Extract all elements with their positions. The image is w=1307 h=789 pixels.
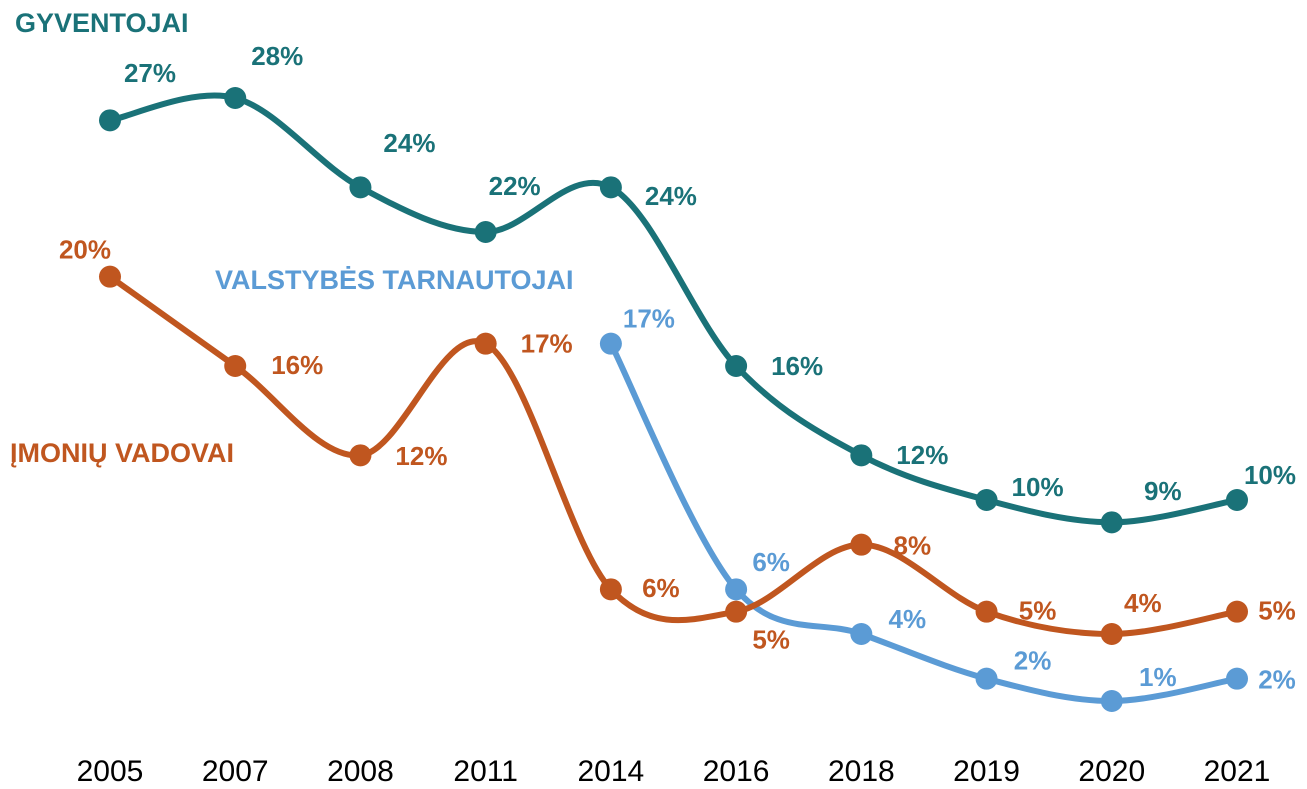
data-label: 5% <box>1019 596 1057 626</box>
data-point <box>474 332 497 355</box>
data-point <box>1226 489 1248 511</box>
data-point <box>349 176 372 199</box>
data-label: 8% <box>894 531 932 561</box>
data-label: 20% <box>59 235 111 265</box>
data-point <box>725 578 748 601</box>
series-label: VALSTYBĖS TARNAUTOJAI <box>215 265 574 295</box>
x-tick-label: 2011 <box>453 755 518 788</box>
x-tick-label: 2016 <box>703 755 770 788</box>
series-label: GYVENTOJAI <box>15 8 189 38</box>
data-point <box>599 176 622 199</box>
data-label: 17% <box>623 304 675 334</box>
data-label: 4% <box>1124 588 1162 618</box>
x-tick-label: 2020 <box>1078 755 1145 788</box>
data-point <box>1100 690 1123 712</box>
data-point <box>1100 623 1123 645</box>
data-label: 16% <box>771 351 823 381</box>
data-point <box>725 355 748 377</box>
data-point <box>474 221 497 243</box>
data-label: 24% <box>645 181 697 211</box>
data-point <box>99 109 121 132</box>
data-point <box>224 87 247 109</box>
x-tick-label: 2021 <box>1204 755 1271 788</box>
data-point <box>599 332 622 355</box>
series-label: ĮMONIŲ VADOVAI <box>10 438 234 468</box>
data-point <box>1226 600 1248 623</box>
data-point <box>975 600 998 623</box>
x-tick-label: 2014 <box>578 755 645 788</box>
data-label: 16% <box>271 350 323 380</box>
x-tick-label: 2007 <box>202 755 269 788</box>
data-label: 6% <box>752 547 790 577</box>
data-label: 5% <box>1258 596 1296 626</box>
data-point <box>599 578 622 601</box>
data-label: 17% <box>521 329 573 359</box>
data-label: 10% <box>1244 460 1296 490</box>
data-label: 4% <box>889 604 927 634</box>
data-label: 24% <box>383 128 435 158</box>
data-point <box>1226 667 1248 690</box>
data-point <box>725 600 748 623</box>
x-tick-label: 2019 <box>953 755 1020 788</box>
data-label: 22% <box>489 171 541 201</box>
data-point <box>975 489 998 511</box>
x-tick-label: 2018 <box>828 755 895 788</box>
data-label: 2% <box>1258 665 1296 695</box>
data-label: 5% <box>752 625 790 655</box>
data-point <box>224 355 247 377</box>
data-label: 1% <box>1139 662 1177 692</box>
series-line <box>107 92 1240 526</box>
data-point <box>99 265 121 288</box>
series-line <box>107 273 1240 638</box>
data-label: 28% <box>251 41 303 71</box>
data-point <box>1100 511 1123 534</box>
data-point <box>850 444 873 467</box>
data-label: 2% <box>1014 646 1052 676</box>
data-label: 6% <box>642 573 680 603</box>
data-point <box>349 444 372 467</box>
x-tick-label: 2008 <box>327 755 394 788</box>
x-tick-label: 2005 <box>77 755 144 788</box>
data-point <box>975 667 998 690</box>
data-label: 12% <box>896 440 948 470</box>
data-label: 27% <box>124 58 176 88</box>
data-label: 9% <box>1144 476 1182 506</box>
data-label: 10% <box>1012 472 1064 502</box>
data-point <box>850 533 873 556</box>
data-point <box>850 623 873 645</box>
data-label: 12% <box>395 441 447 471</box>
